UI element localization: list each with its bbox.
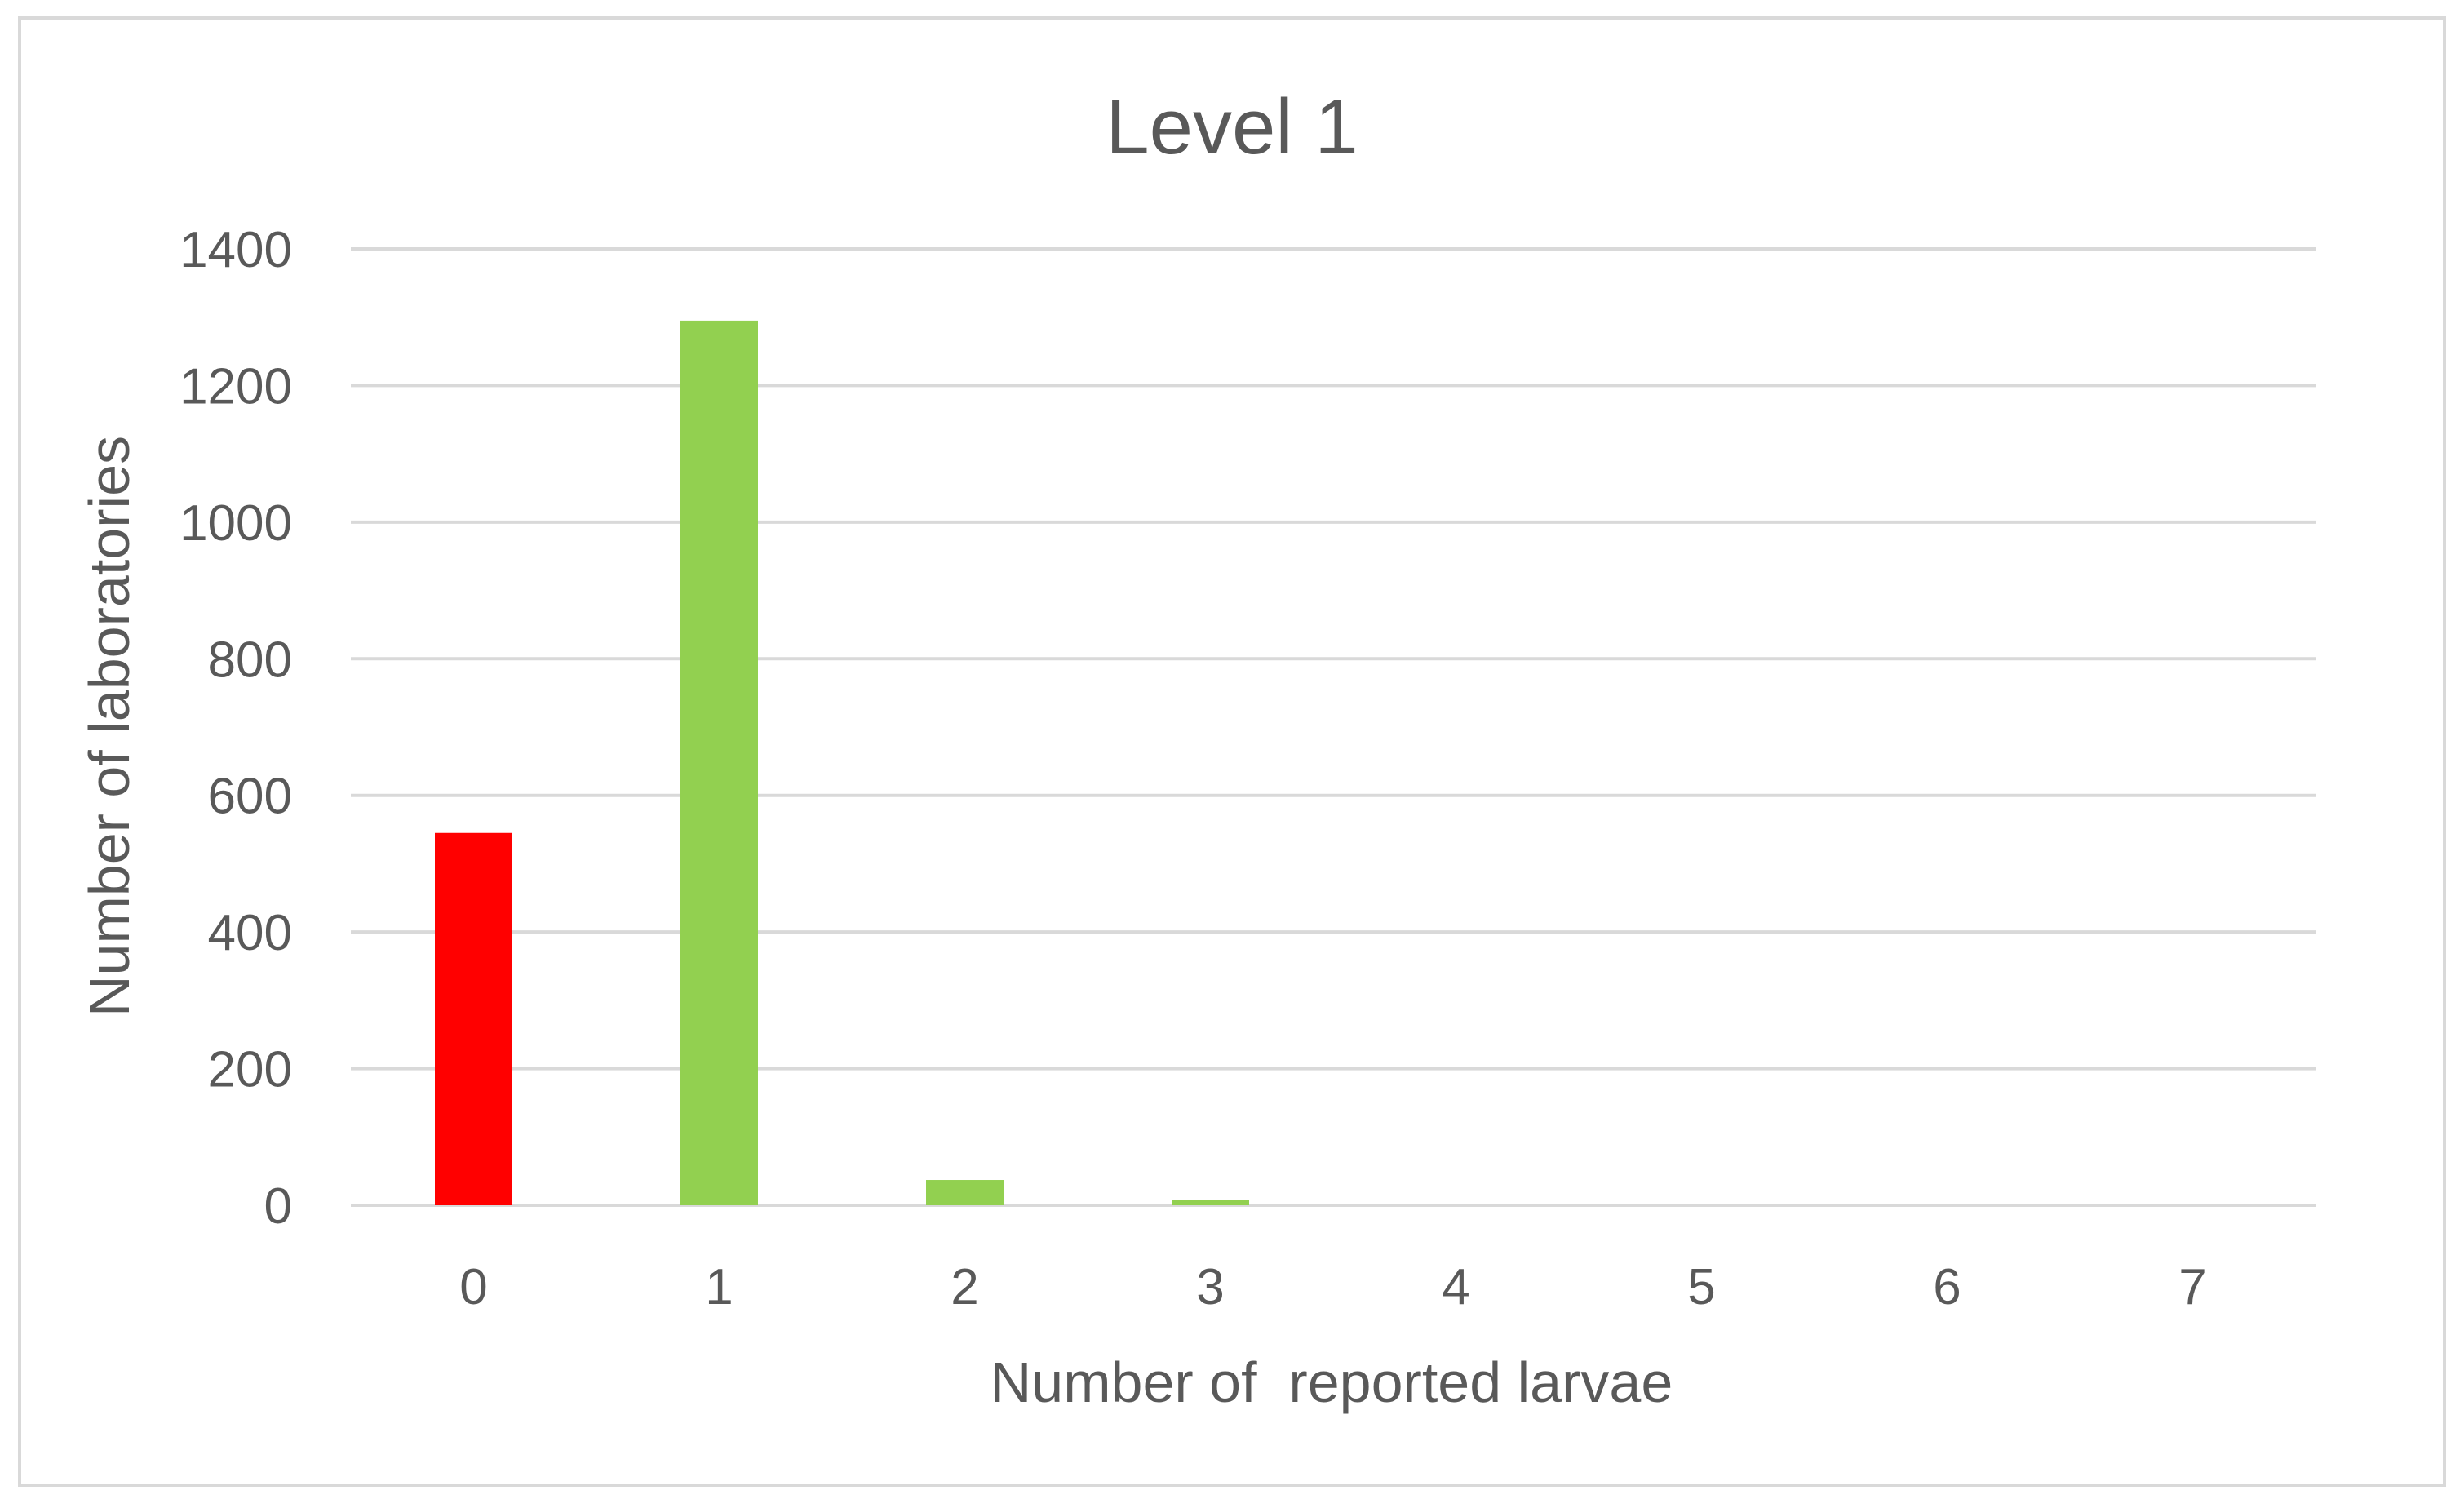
- y-tick-label: 1000: [179, 495, 292, 552]
- gridlines: [351, 247, 2316, 1207]
- y-tick-label: 200: [208, 1042, 292, 1098]
- x-tick-label: 1: [705, 1259, 733, 1315]
- bar-1: [680, 320, 758, 1205]
- x-tick-label: 5: [1687, 1259, 1715, 1315]
- x-axis-label: Number of reported larvae: [990, 1351, 1673, 1414]
- y-tick-label: 400: [208, 905, 292, 961]
- y-tick-labels: 0 200 400 600 800 1000 1200 1400: [179, 222, 292, 1235]
- x-tick-label: 7: [2178, 1259, 2206, 1315]
- y-tick-label: 600: [208, 769, 292, 825]
- bars: [435, 320, 1249, 1205]
- bar-2: [926, 1180, 1004, 1205]
- y-tick-label: 1400: [179, 222, 292, 278]
- bar-0: [435, 832, 512, 1205]
- y-tick-label: 1200: [179, 358, 292, 415]
- x-tick-label: 4: [1442, 1259, 1469, 1315]
- x-tick-label: 6: [1933, 1259, 1961, 1315]
- bar-3: [1172, 1200, 1249, 1205]
- y-tick-label: 800: [208, 632, 292, 688]
- x-tick-labels: 0 1 2 3 4 5 6 7: [459, 1259, 2206, 1315]
- x-tick-label: 2: [951, 1259, 978, 1315]
- y-tick-label: 0: [264, 1178, 292, 1235]
- chart-title: Level 1: [1106, 83, 1358, 171]
- x-tick-label: 3: [1196, 1259, 1224, 1315]
- chart-frame: [18, 16, 2446, 1487]
- y-axis-label: Number of laboratories: [78, 436, 141, 1017]
- x-tick-label: 0: [459, 1259, 487, 1315]
